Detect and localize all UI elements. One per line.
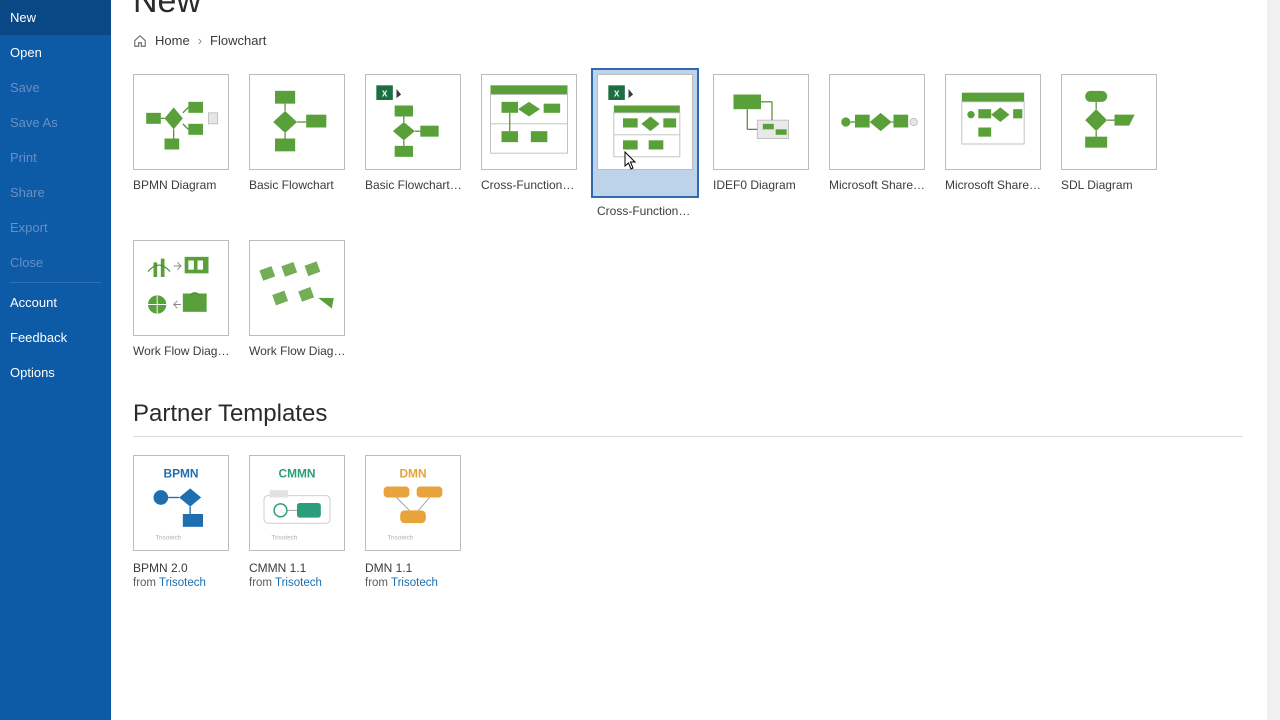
- template-workflow-1[interactable]: Work Flow Diagr…: [133, 240, 229, 358]
- breadcrumb-separator: ›: [198, 33, 202, 48]
- sidebar-item-print: Print: [0, 140, 111, 175]
- breadcrumb-current: Flowchart: [210, 33, 266, 48]
- partner-label: DMN 1.1: [365, 561, 461, 575]
- sidebar-item-save: Save: [0, 70, 111, 105]
- sidebar-item-open[interactable]: Open: [0, 35, 111, 70]
- template-label: IDEF0 Diagram: [713, 178, 796, 192]
- section-rule: [133, 436, 1243, 437]
- partner-thumb: DMN Trisotech: [365, 455, 461, 551]
- template-thumb: [945, 74, 1041, 170]
- template-sharepoint-2[interactable]: Microsoft Share…: [945, 74, 1041, 218]
- template-sdl[interactable]: SDL Diagram: [1061, 74, 1157, 218]
- breadcrumb-home[interactable]: Home: [155, 33, 190, 48]
- template-cross-functional-data[interactable]: X Cross-Functional…: [597, 74, 693, 218]
- home-icon: [133, 34, 147, 48]
- partner-section: Partner Templates BPMN Trisotech: [133, 400, 1252, 589]
- template-thumb: X: [597, 74, 693, 170]
- partner-template-dmn[interactable]: DMN Trisotech DMN 1.1 from Trisotech: [365, 455, 461, 589]
- template-thumb: [133, 74, 229, 170]
- sidebar-item-save-as: Save As: [0, 105, 111, 140]
- vertical-scrollbar[interactable]: [1267, 0, 1280, 720]
- template-basic-flowchart-data[interactable]: X Basic Flowchart…: [365, 74, 461, 218]
- template-label: BPMN Diagram: [133, 178, 216, 192]
- sidebar-item-options[interactable]: Options: [0, 355, 111, 390]
- template-label: Cross-Functional…: [481, 178, 581, 192]
- sidebar-item-share: Share: [0, 175, 111, 210]
- template-thumb: [249, 240, 345, 336]
- partner-template-bpmn[interactable]: BPMN Trisotech BPMN 2.0 from Trisotech: [133, 455, 229, 589]
- template-idef0[interactable]: IDEF0 Diagram: [713, 74, 809, 218]
- template-cross-functional[interactable]: Cross-Functional…: [481, 74, 577, 218]
- partner-label: BPMN 2.0: [133, 561, 229, 575]
- main-area: New Home › Flowchart: [111, 0, 1280, 720]
- sidebar-divider: [10, 282, 101, 283]
- template-thumb: [481, 74, 577, 170]
- partner-grid: BPMN Trisotech BPMN 2.0 from Trisotech: [133, 455, 1252, 589]
- template-grid: BPMN Diagram Basic Flowchart: [133, 74, 1193, 358]
- template-basic-flowchart[interactable]: Basic Flowchart: [249, 74, 345, 218]
- sidebar-item-feedback[interactable]: Feedback: [0, 320, 111, 355]
- template-label: Work Flow Diagr…: [249, 344, 349, 358]
- template-thumb: [133, 240, 229, 336]
- template-label: Microsoft Share…: [829, 178, 925, 192]
- partner-template-cmmn[interactable]: CMMN Trisotech CMMN 1.1 from Trisotech: [249, 455, 345, 589]
- svg-text:CMMN: CMMN: [278, 466, 315, 480]
- partner-label: CMMN 1.1: [249, 561, 345, 575]
- badge-text: BPMN: [163, 466, 198, 480]
- sidebar-item-account[interactable]: Account: [0, 285, 111, 320]
- partner-thumb: CMMN Trisotech: [249, 455, 345, 551]
- template-workflow-2[interactable]: Work Flow Diagr…: [249, 240, 345, 358]
- template-thumb: [249, 74, 345, 170]
- breadcrumb: Home › Flowchart: [133, 33, 1252, 48]
- template-label: Cross-Functional…: [597, 204, 697, 218]
- sidebar-item-new[interactable]: New: [0, 0, 111, 35]
- template-label: Microsoft Share…: [945, 178, 1041, 192]
- sidebar-item-export: Export: [0, 210, 111, 245]
- svg-text:X: X: [382, 89, 388, 98]
- partner-vendor: from Trisotech: [249, 577, 345, 589]
- template-bpmn-diagram[interactable]: BPMN Diagram: [133, 74, 229, 218]
- svg-text:Trisotech: Trisotech: [271, 535, 298, 542]
- partner-vendor: from Trisotech: [365, 577, 461, 589]
- svg-text:X: X: [614, 89, 620, 98]
- page-title: New: [133, 0, 1252, 21]
- template-thumb: [829, 74, 925, 170]
- backstage-sidebar: New Open Save Save As Print Share Export…: [0, 0, 111, 720]
- sidebar-item-close: Close: [0, 245, 111, 280]
- template-thumb: [1061, 74, 1157, 170]
- template-label: Basic Flowchart: [249, 178, 334, 192]
- svg-text:Trisotech: Trisotech: [387, 535, 414, 542]
- template-thumb: [713, 74, 809, 170]
- partner-section-title: Partner Templates: [133, 400, 1252, 434]
- partner-vendor: from Trisotech: [133, 577, 229, 589]
- template-label: Work Flow Diagr…: [133, 344, 233, 358]
- svg-text:DMN: DMN: [399, 466, 426, 480]
- template-sharepoint-1[interactable]: Microsoft Share…: [829, 74, 925, 218]
- svg-text:Trisotech: Trisotech: [155, 535, 182, 542]
- partner-thumb: BPMN Trisotech: [133, 455, 229, 551]
- template-label: Basic Flowchart…: [365, 178, 462, 192]
- template-thumb: X: [365, 74, 461, 170]
- template-label: SDL Diagram: [1061, 178, 1133, 192]
